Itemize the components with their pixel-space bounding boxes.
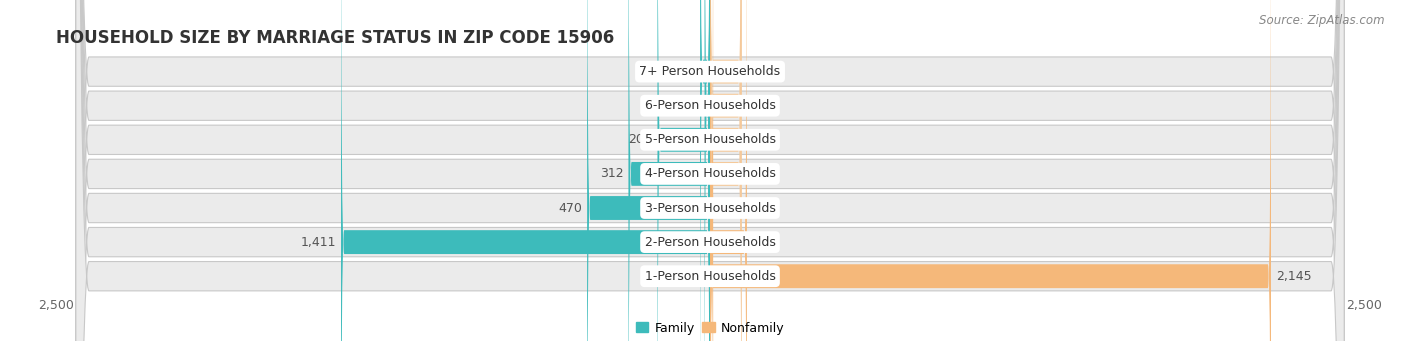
Text: 38: 38 — [679, 65, 695, 78]
FancyBboxPatch shape — [76, 0, 1344, 341]
FancyBboxPatch shape — [588, 0, 710, 341]
Text: 0: 0 — [747, 65, 755, 78]
FancyBboxPatch shape — [76, 0, 1344, 341]
Text: HOUSEHOLD SIZE BY MARRIAGE STATUS IN ZIP CODE 15906: HOUSEHOLD SIZE BY MARRIAGE STATUS IN ZIP… — [56, 29, 614, 47]
FancyBboxPatch shape — [710, 0, 713, 341]
Text: 0: 0 — [747, 167, 755, 180]
Text: 21: 21 — [683, 99, 699, 112]
FancyBboxPatch shape — [76, 0, 1344, 341]
Text: Source: ZipAtlas.com: Source: ZipAtlas.com — [1260, 14, 1385, 27]
FancyBboxPatch shape — [76, 0, 1344, 341]
Text: 12: 12 — [718, 202, 734, 214]
Text: 3-Person Households: 3-Person Households — [644, 202, 776, 214]
FancyBboxPatch shape — [76, 0, 1344, 341]
FancyBboxPatch shape — [658, 0, 710, 341]
FancyBboxPatch shape — [710, 0, 741, 341]
FancyBboxPatch shape — [710, 0, 747, 341]
Text: 470: 470 — [558, 202, 582, 214]
Text: 1-Person Households: 1-Person Households — [644, 270, 776, 283]
FancyBboxPatch shape — [700, 0, 710, 341]
FancyBboxPatch shape — [704, 0, 710, 341]
FancyBboxPatch shape — [342, 0, 710, 341]
FancyBboxPatch shape — [76, 0, 1344, 341]
Text: 0: 0 — [747, 133, 755, 146]
Text: 312: 312 — [599, 167, 623, 180]
FancyBboxPatch shape — [76, 0, 1344, 341]
FancyBboxPatch shape — [710, 0, 1271, 341]
FancyBboxPatch shape — [710, 0, 741, 341]
Text: 141: 141 — [752, 236, 776, 249]
Text: 7+ Person Households: 7+ Person Households — [640, 65, 780, 78]
Text: 201: 201 — [628, 133, 652, 146]
Text: 4-Person Households: 4-Person Households — [644, 167, 776, 180]
FancyBboxPatch shape — [710, 0, 741, 341]
FancyBboxPatch shape — [710, 0, 741, 341]
Legend: Family, Nonfamily: Family, Nonfamily — [631, 316, 789, 340]
Text: 1,411: 1,411 — [301, 236, 336, 249]
Text: 5-Person Households: 5-Person Households — [644, 133, 776, 146]
Text: 0: 0 — [747, 99, 755, 112]
Text: 2-Person Households: 2-Person Households — [644, 236, 776, 249]
Text: 6-Person Households: 6-Person Households — [644, 99, 776, 112]
FancyBboxPatch shape — [628, 0, 710, 341]
Text: 2,145: 2,145 — [1277, 270, 1312, 283]
